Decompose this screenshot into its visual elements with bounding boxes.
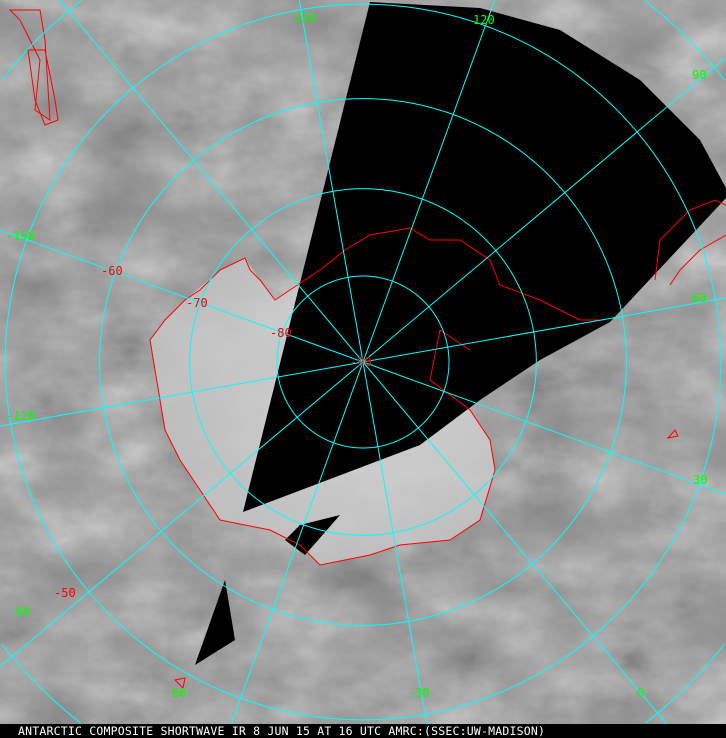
meridian-line [362,361,428,724]
meridian-line [58,0,364,363]
latitude-circle [189,188,537,536]
longitude-label: -60 [165,686,187,700]
longitude-label: -120 [6,409,35,423]
no-data-wedge [243,2,726,512]
no-data-patch [285,515,340,555]
longitude-label: 90 [692,68,706,82]
latitude-label: -50 [54,586,76,600]
longitude-label: -90 [8,605,30,619]
coastlines [8,9,726,690]
longitude-label: 150 [294,11,316,25]
latitude-circle [99,98,627,626]
latitude-label: -60 [101,264,123,278]
south-america-coastline [654,199,726,286]
latitude-circle [1,0,725,724]
longitude-label: -150 [6,229,35,243]
latitude-label: -90 [350,355,372,369]
meridian-line [230,361,364,724]
no-data-sliver [195,580,235,665]
antarctica-coastline [149,227,600,566]
island [173,677,186,690]
latitude-label: -70 [186,296,208,310]
latitude-circle [4,3,722,721]
no-data-region [195,2,726,665]
new-zealand-coastline [8,9,59,126]
meridian-line [362,361,668,724]
latitude-circle [276,275,450,449]
meridian-line [298,0,364,363]
meridian-line [0,361,364,427]
image-caption: ANTARCTIC COMPOSITE SHORTWAVE IR 8 JUN 1… [0,724,726,738]
meridian-line [362,297,726,363]
latitude-label: -80 [270,326,292,340]
longitude-label: 120 [473,13,495,27]
meridian-line [0,361,364,667]
longitude-label: 60 [692,291,706,305]
meridian-line [362,0,496,363]
longitude-label: -30 [408,686,430,700]
longitude-label: 30 [693,473,707,487]
longitude-label: 0 [637,686,644,700]
meridian-line [362,57,726,363]
grid-labels: 150 120 90 60 30 0 -30 -60 -90 -120 -150 -60 -70 -80 -… [6,11,707,700]
south-georgia-island [666,429,679,439]
meridian-line [0,229,364,363]
meridian-line [362,361,726,495]
